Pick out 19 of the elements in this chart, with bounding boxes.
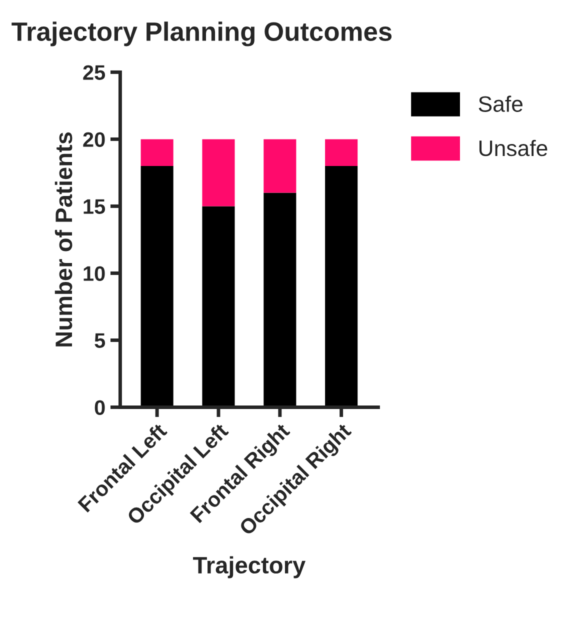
- legend-label: Unsafe: [479, 140, 548, 156]
- legend-label: Safe: [478, 96, 522, 112]
- bar: [325, 166, 358, 408]
- y-tick-label: 20: [83, 132, 105, 147]
- bar: [140, 166, 174, 408]
- x-axis-title: Trajectory: [193, 556, 306, 578]
- y-tick-label: 0: [94, 400, 105, 415]
- bar: [140, 139, 174, 166]
- chart-title: Trajectory Planning Outcomes: [12, 22, 392, 46]
- bar: [202, 139, 235, 206]
- y-axis-title: Number of Patients: [54, 132, 72, 346]
- bar: [325, 139, 358, 166]
- bar: [202, 206, 235, 408]
- bar: [264, 192, 296, 408]
- bar: [264, 139, 296, 193]
- y-tick-label: 15: [84, 199, 106, 214]
- y-tick-label: 5: [94, 333, 106, 348]
- y-tick-label: 10: [84, 266, 105, 281]
- y-tick-label: 25: [83, 65, 106, 80]
